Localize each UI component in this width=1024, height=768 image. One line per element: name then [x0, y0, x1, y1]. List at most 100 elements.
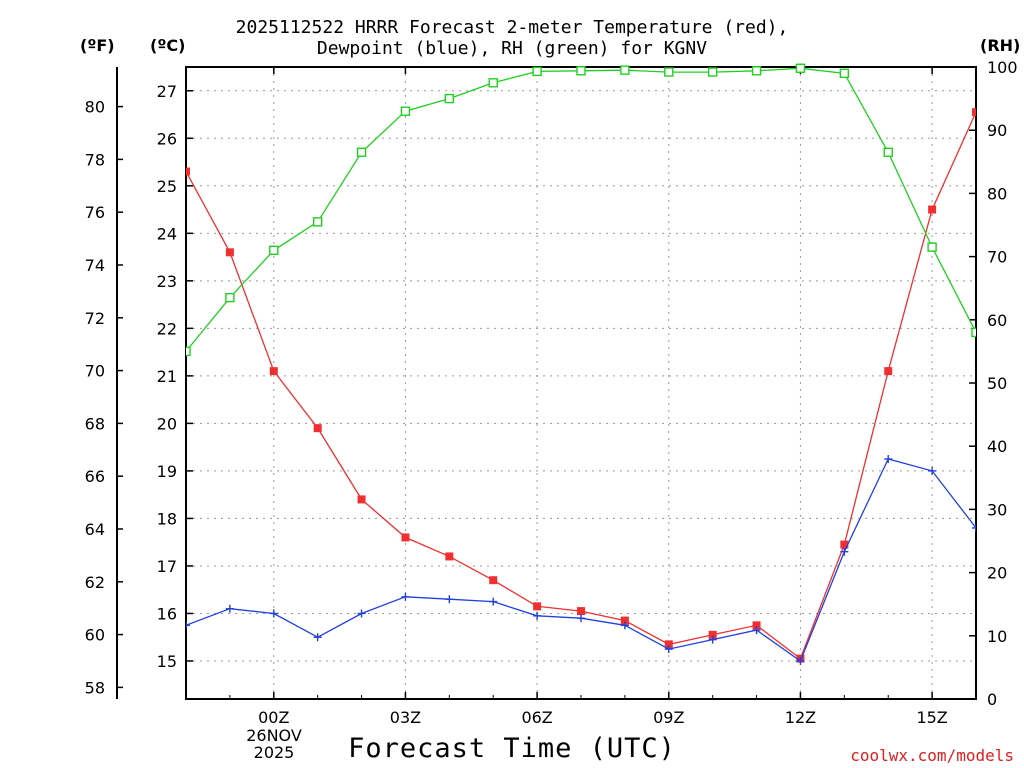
temperature-point: [225, 248, 234, 257]
temperature-point: [401, 533, 410, 542]
dewpoint-point: [445, 595, 454, 604]
rh-point: [269, 245, 279, 255]
temperature-point: [620, 616, 629, 625]
celsius-tick-label: 16: [157, 604, 177, 623]
dewpoint-point: [972, 523, 976, 532]
fahrenheit-tick-label: 62: [85, 573, 105, 592]
dewpoint-point: [269, 609, 278, 618]
rh-tick-label: 30: [987, 500, 1007, 519]
rh-tick-label: 50: [987, 374, 1007, 393]
rh-point: [707, 67, 718, 77]
grid-lines: [186, 67, 976, 699]
fahrenheit-tick-label: 72: [85, 309, 105, 328]
dewpoint-point: [357, 609, 366, 618]
rh-point: [444, 93, 455, 104]
rh-point: [400, 106, 411, 116]
x-tick-label: 15Z: [916, 708, 947, 727]
plot-frame: [185, 66, 977, 700]
dewpoint-point: [884, 455, 893, 464]
temperature-point: [928, 205, 937, 214]
rh-point: [883, 147, 893, 158]
temperature-point: [884, 367, 893, 376]
fahrenheit-tick-label: 60: [85, 626, 105, 645]
rh-line: [186, 67, 976, 352]
dewpoint-point: [620, 621, 629, 630]
dewpoint-point: [664, 645, 673, 654]
celsius-tick-label: 24: [157, 224, 177, 243]
dewpoint-point: [577, 614, 585, 623]
rh-point: [620, 65, 630, 75]
temperature-point: [664, 640, 673, 649]
rh-point: [356, 147, 367, 158]
rh-point: [751, 66, 762, 76]
dewpoint-point: [186, 621, 190, 630]
rh-tick-label: 10: [987, 627, 1007, 646]
temperature-point: [357, 495, 366, 504]
temperature-point: [972, 108, 976, 117]
dewpoint-point: [313, 633, 322, 642]
axes: [116, 66, 977, 700]
dewpoint-point: [840, 547, 849, 556]
celsius-tick-label: 17: [157, 557, 177, 576]
rh-unit-label: (RH): [980, 36, 1021, 55]
rh-point: [839, 68, 850, 79]
rh-point: [312, 217, 323, 227]
x-tick-label: 00Z: [258, 708, 289, 727]
x-tick-label: 06Z: [521, 708, 552, 727]
temperature-point: [708, 630, 717, 639]
x-tick-label: 09Z: [653, 708, 684, 727]
dewpoint-point: [752, 626, 761, 635]
celsius-tick-label: 23: [157, 272, 177, 291]
temperature-point: [533, 602, 542, 611]
rh-point: [532, 66, 542, 77]
celsius-tick-label: 20: [157, 414, 177, 433]
rh-tick-label: 20: [987, 564, 1007, 583]
rh-tick-label: 40: [987, 437, 1007, 456]
temperature-point: [313, 424, 322, 433]
dewpoint-point: [796, 656, 805, 665]
rh-tick-label: 90: [987, 121, 1007, 140]
rh-tick-label: 100: [987, 58, 1018, 77]
dewpoint-point: [708, 635, 717, 644]
fahrenheit-tick-label: 80: [85, 98, 105, 117]
celsius-tick-label: 27: [157, 82, 177, 101]
fahrenheit-tick-label: 64: [85, 520, 105, 539]
rh-point: [225, 292, 235, 303]
data-series: [186, 63, 976, 665]
fahrenheit-tick-label: 58: [85, 678, 105, 697]
dewpoint-point: [401, 592, 410, 601]
date-label-year: 2025: [253, 743, 295, 762]
credit-link[interactable]: coolwx.com/models: [850, 746, 1014, 765]
x-tick-label: 03Z: [390, 708, 421, 727]
dewpoint-line: [186, 458, 976, 663]
rh-tick-label: 80: [987, 184, 1007, 203]
rh-point: [186, 346, 191, 357]
rh-point: [795, 63, 806, 73]
dewpoint-point: [225, 604, 234, 613]
rh-tick-label: 70: [987, 248, 1007, 267]
rh-tick-label: 60: [987, 311, 1007, 330]
celsius-tick-label: 26: [157, 129, 177, 148]
dewpoint-point: [533, 611, 542, 620]
celsius-tick-label: 21: [157, 367, 177, 386]
celsius-tick-label: 15: [157, 652, 177, 671]
rh-point: [971, 327, 976, 338]
fahrenheit-tick-label: 66: [85, 467, 105, 486]
fahrenheit-tick-label: 70: [85, 362, 105, 381]
date-label-day: 26NOV: [246, 726, 302, 745]
celsius-tick-label: 22: [157, 319, 177, 338]
fahrenheit-tick-label: 76: [85, 203, 105, 222]
fahrenheit-tick-label: 74: [85, 256, 105, 275]
temperature-line: [186, 111, 976, 660]
temperature-point: [489, 576, 498, 585]
temperature-point: [577, 607, 585, 616]
celsius-unit-label: (ºC): [150, 36, 186, 55]
fahrenheit-tick-label: 78: [85, 150, 105, 169]
rh-point: [488, 78, 498, 88]
rh-point: [576, 66, 586, 76]
fahrenheit-tick-label: 68: [85, 414, 105, 433]
chart-title-line2: Dewpoint (blue), RH (green) for KGNV: [316, 38, 708, 59]
rh-point: [927, 242, 937, 252]
dewpoint-point: [489, 597, 498, 606]
